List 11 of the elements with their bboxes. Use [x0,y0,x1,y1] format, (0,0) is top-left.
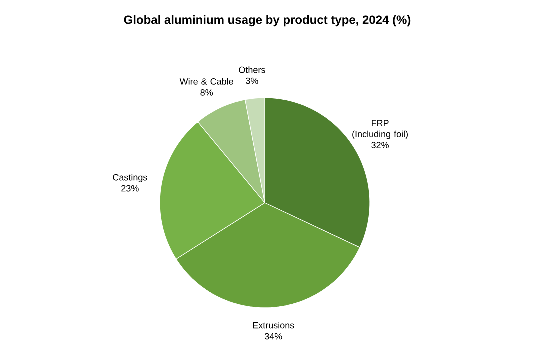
slice-label: Castings [113,174,148,183]
data-label: 3% [246,78,258,84]
data-label: 23% [122,185,139,192]
slice-label: FRP (Including foil) [352,120,408,140]
slice-label: Others [239,66,266,74]
slice-label: Wire & Cable [180,78,234,85]
data-label: 34% [264,333,282,340]
data-label: 32% [372,142,389,148]
data-label: 8% [200,90,214,96]
chart-title: Global aluminium usage by product type, 2024 (%) [124,15,411,27]
slice-label: Extrusions [253,322,294,329]
